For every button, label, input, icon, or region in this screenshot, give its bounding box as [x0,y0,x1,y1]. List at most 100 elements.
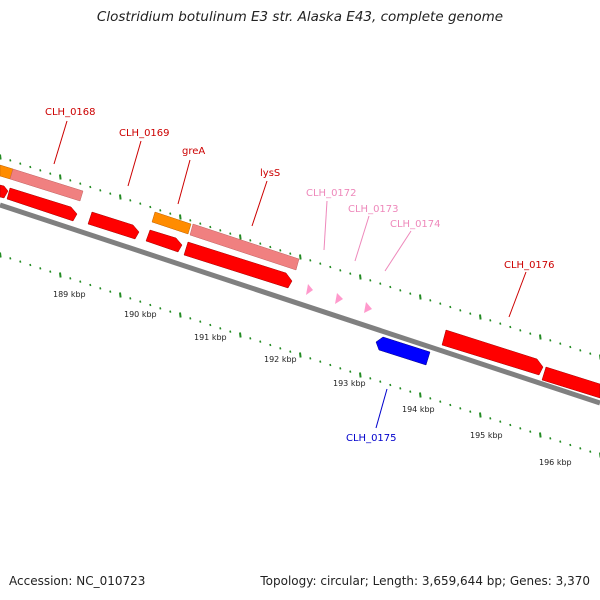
gene-arrow-clh0169[interactable] [6,187,78,222]
gene-arrow-clh0172[interactable] [306,284,313,295]
forward-gene-track [0,164,372,313]
gene-arrow-red-a[interactable] [0,184,9,199]
outer-ring-minor-tick [69,179,72,182]
outer-ring-minor-tick [499,322,502,325]
inner-ring-major-tick [419,392,422,398]
outer-ring-minor-tick [9,159,12,162]
inner-ring-minor-tick [129,297,132,300]
outer-ring-major-tick [119,194,122,200]
inner-ring-minor-tick [259,340,262,343]
outer-ring-minor-tick [39,169,42,172]
outer-ring-major-tick [419,294,422,300]
leader-clh0168 [53,120,68,165]
inner-ring-major-tick [59,272,62,278]
inner-ring-minor-tick [69,277,72,280]
inner-ring-minor-tick [459,407,462,410]
outer-ring-major-tick [59,174,62,180]
inner-ring-minor-tick [159,307,162,310]
outer-ring-minor-tick [19,162,22,165]
outer-ring-minor-tick [319,262,322,265]
genome-backbone [0,202,600,406]
label-clh0169[interactable]: CLH_0169 [119,128,170,139]
inner-ring-minor-tick [499,420,502,423]
outer-ring-minor-tick [209,225,212,229]
gene-arrow-clh0176[interactable] [441,329,544,376]
inner-ring-minor-tick [369,377,372,380]
outer-ring-major-tick [0,154,2,160]
scale-label-195: 195 kbp [470,431,503,440]
inner-ring-minor-tick [139,300,142,303]
outer-ring-minor-tick [429,299,432,302]
map-title: Clostridium botulinum E3 str. Alaska E43… [96,9,504,25]
inner-ring-minor-tick [269,343,272,347]
inner-ring-major-tick [0,252,2,258]
outer-ring-minor-tick [399,289,402,292]
inner-ring-minor-tick [449,403,452,407]
outer-ring-minor-tick [29,165,32,169]
outer-ring-minor-tick [199,222,202,225]
outer-ring-minor-tick [519,329,522,332]
inner-ring-minor-tick [79,280,82,283]
inner-ring-minor-tick [319,360,322,363]
inner-ring-major-tick [359,372,362,378]
inner-ring-minor-tick [229,330,232,333]
inner-ring-minor-tick [429,397,432,400]
outer-ring-minor-tick [99,189,102,192]
label-grea[interactable]: greA [182,146,205,157]
outer-ring-minor-tick [589,352,592,355]
outer-ring-minor-tick [89,185,92,189]
outer-ring-minor-tick [389,285,392,289]
outer-ring-minor-tick [439,302,442,305]
inner-ring-minor-tick [279,347,282,350]
outer-ring-minor-tick [229,232,232,235]
gene-arrow-clh0175[interactable] [375,336,431,366]
gene-arrow-lyss[interactable] [189,223,300,271]
inner-ring-minor-tick [169,310,172,313]
leader-lyss [251,180,268,227]
outer-ring-minor-tick [339,269,342,272]
leader-clh0169 [127,140,142,187]
inner-ring-minor-tick [399,387,402,390]
label-clh0175[interactable]: CLH_0175 [346,433,397,444]
inner-ring-major-tick [239,332,242,338]
gene-arrow-clh0168[interactable] [9,168,84,202]
inner-ring-minor-tick [39,267,42,270]
outer-ring-minor-tick [489,319,492,322]
outer-ring-minor-tick [289,252,292,255]
leader-grea [177,159,191,205]
gene-arrow-clh0174[interactable] [364,302,372,313]
scale-label-193: 193 kbp [333,379,366,388]
gene-arrow-clh0173[interactable] [335,293,343,304]
inner-ring-major-tick [479,412,482,418]
gene-arrow-red-g[interactable] [541,366,600,399]
outer-ring-minor-tick [49,172,52,175]
label-clh0173[interactable]: CLH_0173 [348,204,399,215]
gene-arrow-grea[interactable] [151,211,192,235]
label-clh0168[interactable]: CLH_0168 [45,107,96,118]
gene-arrow-red-c[interactable] [87,211,140,240]
inner-ring-major-tick [539,432,542,438]
inner-ring-minor-tick [389,383,392,387]
inner-ring-minor-tick [249,337,252,340]
outer-ring-minor-tick [329,265,332,269]
outer-ring-minor-tick [349,272,352,275]
label-clh0176[interactable]: CLH_0176 [504,260,555,271]
accession-text: Accession: NC_010723 [9,574,146,588]
inner-ring-minor-tick [29,263,32,267]
outer-ring-minor-tick [259,242,262,245]
leader-clh0175 [375,388,388,429]
outer-ring-minor-tick [109,192,112,195]
outer-tick-ring [0,154,600,360]
inner-ring-minor-tick [379,380,382,383]
inner-ring-minor-tick [509,423,512,427]
outer-ring-minor-tick [529,332,532,335]
label-lyss[interactable]: lysS [260,168,280,179]
gene-arrow-red-e[interactable] [183,241,293,289]
inner-ring-minor-tick [19,260,22,263]
gene-arrow-red-d[interactable] [145,229,183,253]
label-clh0172[interactable]: CLH_0172 [306,188,357,199]
inner-ring-minor-tick [99,287,102,290]
label-clh0174[interactable]: CLH_0174 [390,219,441,230]
scale-label-190: 190 kbp [124,310,157,319]
outer-ring-minor-tick [249,239,252,242]
